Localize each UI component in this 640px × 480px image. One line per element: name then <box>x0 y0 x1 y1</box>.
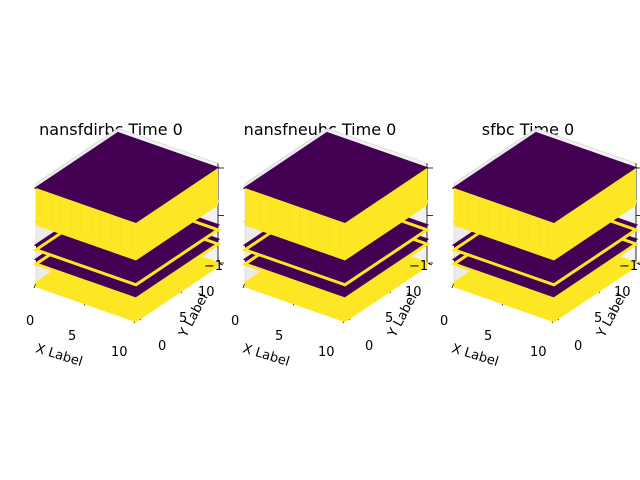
top-block-side <box>136 168 218 257</box>
y-tick-label: 0 <box>365 339 373 354</box>
z-tick-label: −1 <box>619 259 638 274</box>
subplot-3-layers <box>450 131 640 323</box>
y-tick-label: 5 <box>594 311 602 326</box>
y-tick-label: 10 <box>405 285 422 300</box>
subplot-1-layers <box>32 131 222 323</box>
subplot-2-title: nansfneubc Time 0 <box>244 120 397 139</box>
top-block-side <box>554 168 636 257</box>
subplot-1: 0 5 10 0 5 10 −1 X Label Y Label <box>26 127 224 370</box>
x-tick-label: 5 <box>484 329 492 344</box>
y-tick-label: 0 <box>574 339 582 354</box>
y-tick-label: 0 <box>158 339 166 354</box>
y-tick-label: 5 <box>179 311 187 326</box>
x-axis-label: X Label <box>450 341 500 369</box>
subplot-2: 0 5 10 0 5 10 −1 X Label Y Label <box>231 127 433 370</box>
top-lid <box>254 137 418 219</box>
subplot-2-layers <box>241 131 431 323</box>
x-tick-label: 10 <box>318 345 335 360</box>
layer-front-face <box>36 283 136 323</box>
z-tick-label: −1 <box>204 259 223 274</box>
x-tick-label: 10 <box>530 345 547 360</box>
top-block-side <box>345 168 427 257</box>
y-tick-label: 10 <box>614 285 631 300</box>
x-axis-label: X Label <box>34 341 84 369</box>
x-tick-label: 10 <box>111 345 128 360</box>
y-tick-label: 5 <box>385 311 393 326</box>
subplot-1-title: nansfdirbc Time 0 <box>39 120 183 139</box>
y-tick-label: 10 <box>198 285 215 300</box>
top-lid <box>45 137 209 219</box>
top-lid <box>463 137 627 219</box>
x-tick-label: 0 <box>231 314 239 329</box>
z-tick-label: −1 <box>409 259 428 274</box>
layer-front-face <box>454 283 554 323</box>
x-tick-label: 0 <box>26 314 34 329</box>
layer-front-face <box>245 283 345 323</box>
subplot-3: 0 5 10 0 5 10 −1 X Label Y Label <box>440 127 640 370</box>
x-tick-label: 5 <box>275 329 283 344</box>
x-tick-label: 5 <box>68 329 76 344</box>
x-axis-label: X Label <box>241 341 291 369</box>
x-tick-label: 0 <box>440 314 448 329</box>
